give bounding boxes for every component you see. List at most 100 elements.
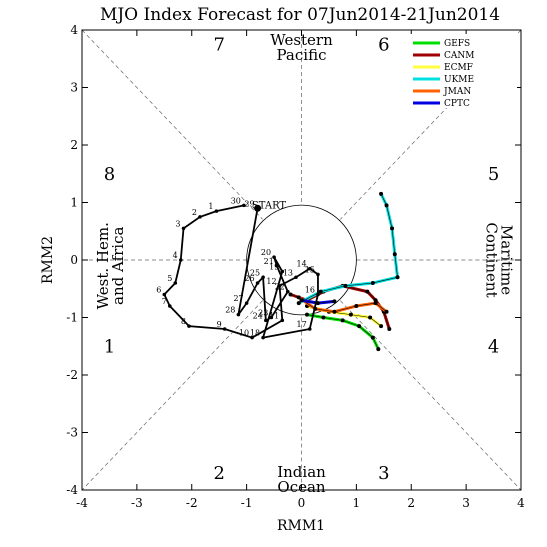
y-tick-label: 0 [70, 253, 78, 267]
series-point [299, 298, 304, 303]
observed-point [242, 203, 246, 208]
series-point [373, 301, 378, 306]
observed-point-label: 30 [231, 196, 241, 205]
observed-point [181, 226, 186, 231]
phase-number: 1 [104, 336, 115, 357]
guide-line [81, 29, 263, 220]
legend-box [409, 34, 517, 108]
observed-point-label: 16 [305, 286, 315, 295]
phase-number: 4 [488, 336, 499, 357]
series-point [373, 298, 378, 303]
observed-point [222, 327, 227, 331]
series-point [296, 295, 301, 300]
x-axis-ticks: -4 -3 -2 -1 0 1 2 3 4 [76, 30, 525, 510]
observed-point-label: 22 [275, 283, 285, 292]
series-point [354, 304, 359, 308]
guide-line [340, 300, 522, 491]
observed-point [198, 215, 202, 219]
series-point [304, 312, 309, 317]
observed-point [187, 324, 191, 328]
phase-number: 5 [488, 164, 499, 185]
series-point [348, 312, 353, 317]
region-label-line: Indian [277, 463, 326, 481]
observed-point-label: 25 [250, 268, 260, 277]
observed-point-label: 9 [217, 320, 222, 329]
observed-point-label: 26 [244, 274, 254, 283]
observed-point-label: 7 [162, 297, 167, 306]
phase-number: 7 [213, 34, 224, 55]
phase-number: 8 [104, 164, 115, 185]
observed-point [316, 272, 320, 277]
legend-label: JMAN [443, 87, 471, 97]
observed-end-marker [254, 204, 262, 212]
series-point [343, 283, 348, 288]
x-tick-label: -3 [131, 496, 143, 510]
observed-point-label: 10 [239, 329, 249, 338]
series-point [288, 292, 293, 297]
observed-point [250, 335, 254, 340]
series-point [376, 347, 381, 352]
x-tick-label: 2 [407, 496, 415, 510]
y-tick-label: -4 [66, 483, 78, 497]
observed-point [261, 335, 265, 340]
observed-point [307, 327, 312, 331]
series-point [387, 327, 392, 331]
y-tick-label: 3 [70, 81, 78, 95]
observed-point [277, 284, 282, 288]
legend: GEFS CANM ECMF UKME JMAN CPTC [409, 34, 517, 109]
start-label: START [252, 200, 287, 211]
series-point [379, 191, 384, 196]
observed-point-label: 29 [244, 199, 254, 208]
series-point [370, 281, 375, 285]
observed-point [285, 289, 290, 294]
observed-point [162, 292, 167, 297]
series-point [318, 289, 323, 294]
observed-point-label: 6 [156, 286, 161, 295]
phase-number: 3 [378, 463, 389, 484]
observed-point-label: 13 [283, 268, 293, 277]
observed-point [280, 318, 285, 323]
observed-line [163, 204, 319, 339]
observed-point [294, 275, 298, 280]
observed-point-label: 23 [258, 309, 268, 318]
series-point [357, 324, 362, 329]
observed-point [178, 258, 183, 262]
series-point [395, 275, 400, 280]
series-point [368, 315, 373, 320]
observed-point-label: 24 [253, 311, 263, 320]
observed-point [168, 304, 172, 308]
series-point [332, 299, 337, 304]
observed-point-label: 18 [250, 329, 260, 338]
region-label-line: West. Hem. [94, 222, 112, 309]
series-point [340, 318, 345, 323]
observed-point [272, 255, 276, 259]
observed-point-label: 14 [297, 260, 307, 269]
observed-point [280, 269, 285, 274]
observed-point-label: 12 [266, 277, 276, 286]
phase-number: 2 [213, 463, 224, 484]
observed-point-label: 2 [192, 208, 197, 217]
observed-point [236, 312, 241, 317]
observed-point [244, 301, 249, 305]
y-tick-label: -1 [66, 311, 78, 325]
observed-point-label: 17 [297, 320, 307, 329]
series-point [384, 309, 389, 314]
legend-label: CANM [444, 51, 474, 61]
forecast-series [288, 191, 400, 352]
y-tick-label: 1 [70, 196, 78, 210]
observed-point-label: 8 [181, 317, 186, 326]
observed-point [214, 209, 219, 213]
observed-point [264, 318, 268, 323]
series-point [379, 324, 384, 329]
x-tick-label: 1 [353, 496, 361, 510]
x-axis-title: RMM1 [277, 518, 325, 534]
series-centerline [298, 297, 387, 313]
